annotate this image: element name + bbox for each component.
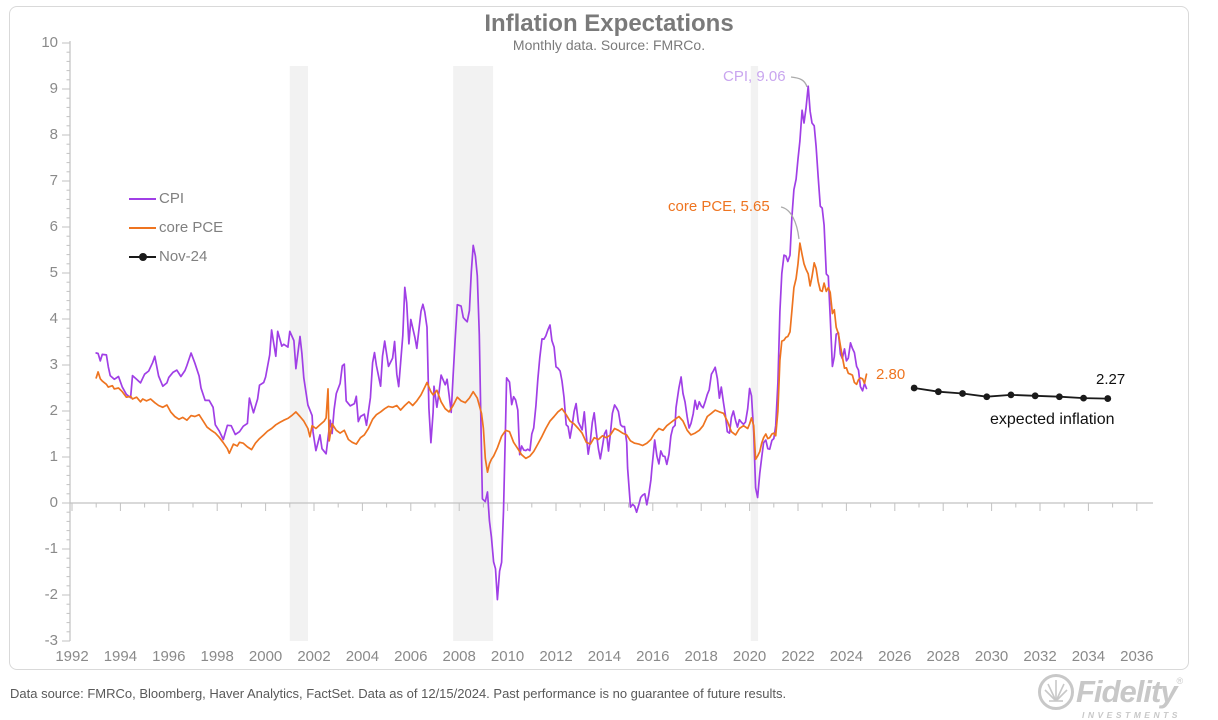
recession-band (750, 66, 759, 641)
recession-band (289, 66, 308, 641)
legend: CPI core PCE Nov-24 (129, 184, 223, 271)
expected-last-value: 2.27 (1096, 371, 1126, 388)
expected-inflation-marker (1104, 395, 1112, 402)
legend-label-cpi: CPI (159, 190, 185, 207)
core-pce-line-swatch (129, 226, 156, 229)
fidelity-wordmark: Fidelity (1076, 674, 1178, 709)
expected-inflation-label: expected inflation (990, 411, 1115, 428)
cpi-line-swatch (129, 197, 156, 200)
nov24-line-swatch (129, 252, 156, 261)
fidelity-pyramid-icon (1038, 674, 1074, 710)
x-axis-label: 2004 (345, 648, 380, 665)
expected-inflation-marker (910, 384, 918, 392)
x-axis-label: 2024 (829, 648, 864, 665)
chart-title: Inflation Expectations (484, 10, 734, 37)
chart-subtitle: Monthly data. Source: FMRCo. (512, 37, 706, 53)
x-axis-label: 2012 (539, 648, 573, 665)
expected-inflation-marker (934, 388, 942, 396)
x-axis-label: 1994 (103, 648, 138, 665)
x-axis-label: 2028 (926, 648, 960, 665)
x-axis-label: 2006 (394, 648, 428, 665)
legend-label-nov24: Nov-24 (159, 248, 208, 265)
y-axis-label: 8 (49, 126, 58, 143)
legend-label-core-pce: core PCE (159, 219, 224, 236)
legend-item-core-pce: core PCE (129, 213, 223, 242)
x-axis-label: 2002 (297, 648, 331, 665)
cpi-annotation-leader (790, 76, 808, 88)
x-axis-label: 2036 (1120, 648, 1154, 665)
y-axis-label: 2 (49, 402, 58, 419)
legend-item-cpi: CPI (129, 184, 223, 213)
expected-inflation-marker (959, 390, 966, 397)
x-axis-label: 2010 (490, 648, 525, 665)
x-axis-label: 1992 (55, 648, 89, 665)
chart-frame (9, 6, 1189, 670)
y-axis-label: -2 (44, 586, 58, 603)
cpi-peak-annotation: CPI, 9.06 (723, 68, 786, 85)
recession-band (453, 66, 494, 641)
y-axis-label: 3 (49, 356, 58, 373)
footer-disclaimer: Data source: FMRCo, Bloomberg, Haver Ana… (10, 686, 787, 701)
x-axis-label: 2014 (587, 648, 622, 665)
x-axis-label: 2016 (636, 648, 670, 665)
y-axis-label: 0 (49, 494, 58, 511)
x-axis-label: 2020 (732, 648, 767, 665)
y-axis-label: 7 (49, 172, 58, 189)
x-axis-label: 2034 (1071, 648, 1106, 665)
core-pce-line (95, 242, 868, 474)
expected-inflation-marker (1080, 394, 1087, 402)
core-pce-peak-annotation: core PCE, 5.65 (668, 198, 770, 215)
y-axis-label: 5 (49, 264, 58, 281)
nov24-marker-dot (139, 252, 147, 261)
x-axis-label: 1998 (200, 648, 234, 665)
x-axis-label: 2032 (1023, 648, 1057, 665)
expected-inflation-marker (983, 393, 991, 401)
fidelity-investments-text: INVESTMENTS (1082, 710, 1181, 720)
legend-item-nov24: Nov-24 (129, 242, 223, 271)
x-axis-label: 2018 (684, 648, 718, 665)
core-pce-annotation-leader (780, 206, 800, 240)
y-axis-label: -1 (44, 540, 58, 557)
y-axis-label: 9 (49, 80, 58, 97)
expected-inflation-marker (1055, 393, 1063, 401)
x-axis-label: 2026 (878, 648, 912, 665)
x-axis-label: 1996 (152, 648, 186, 665)
x-axis-label: 2008 (442, 648, 476, 665)
y-axis-label: 10 (41, 34, 58, 51)
core-pce-last-value: 2.80 (876, 366, 906, 383)
y-axis-label: 1 (49, 448, 58, 465)
y-axis-label: 6 (49, 218, 58, 235)
expected-inflation-marker (1031, 392, 1039, 400)
cpi-line (95, 85, 868, 601)
x-axis-label: 2030 (974, 648, 1009, 665)
expected-inflation-marker (1007, 391, 1015, 399)
y-axis-label: -3 (44, 632, 58, 649)
x-axis-label: 2000 (248, 648, 283, 665)
fidelity-logo: Fidelity ® INVESTMENTS (1036, 672, 1216, 720)
x-axis-label: 2022 (781, 648, 815, 665)
registered-mark: ® (1176, 676, 1184, 686)
y-axis-label: 4 (49, 310, 58, 327)
